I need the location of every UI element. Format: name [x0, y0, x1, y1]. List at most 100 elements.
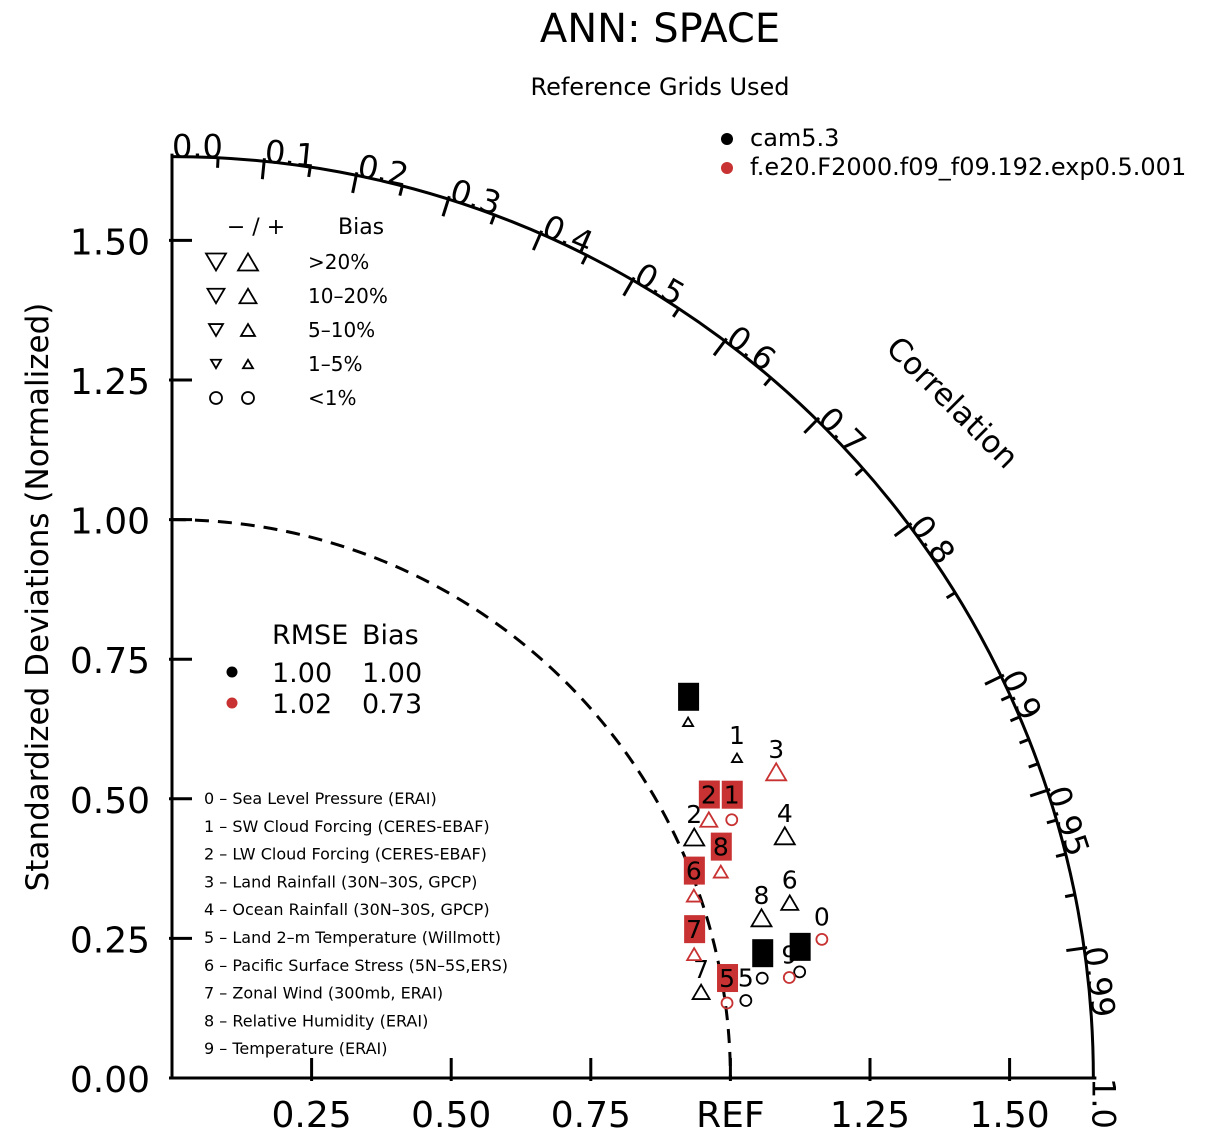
point-marker	[725, 813, 739, 827]
point-label: 9	[792, 933, 808, 962]
data-point: 7	[691, 955, 712, 1000]
correlation-tick-mark	[622, 276, 636, 297]
series-legend-label: cam5.3	[750, 124, 839, 152]
variable-list-item: 6 – Pacific Surface Stress (5N–5S,ERS)	[204, 956, 508, 975]
x-tick-label: 1.25	[830, 1095, 910, 1135]
point-label: 5	[738, 963, 754, 992]
correlation-tick-label: 0.9	[993, 664, 1049, 726]
data-point: 3	[678, 682, 700, 727]
bias-legend-down-triangle	[207, 323, 225, 338]
correlation-tick-mark	[893, 522, 913, 538]
bias-legend-row: 5–10%	[207, 318, 375, 342]
bias-legend-circle	[241, 391, 255, 405]
point-label-box	[789, 932, 811, 961]
x-tick-label: 0.75	[551, 1095, 631, 1135]
y-tick-label: 1.50	[70, 222, 150, 263]
correlation-tick-label: 0.99	[1075, 944, 1123, 1020]
y-tick-label: 0.75	[70, 641, 150, 682]
point-marker	[720, 996, 734, 1010]
correlation-tick-mark	[712, 337, 728, 357]
bias-legend-down-triangle	[209, 358, 223, 371]
point-label: 0	[754, 939, 770, 968]
correlation-minor-tick	[1000, 694, 1012, 702]
bias-legend-sign-header: − / +	[227, 215, 285, 240]
point-label: 7	[693, 955, 709, 984]
stats-legend-bias: 1.00	[362, 658, 422, 689]
data-point: 2	[698, 780, 720, 828]
data-point: 1	[721, 780, 743, 827]
correlation-tick-mark	[984, 673, 1005, 686]
correlation-minor-tick	[1009, 715, 1021, 723]
series-legend-marker	[721, 162, 733, 174]
correlation-minor-tick	[1019, 737, 1030, 745]
correlation-minor-tick	[307, 166, 312, 178]
point-marker	[712, 863, 730, 879]
point-label: 0	[814, 902, 830, 931]
point-marker	[764, 761, 788, 782]
x-tick-label: REF	[696, 1095, 764, 1135]
data-point: 9	[789, 932, 811, 979]
variable-list-item: 9 – Temperature (ERAI)	[204, 1039, 388, 1058]
data-point: 5	[738, 963, 754, 1007]
data-point: 8	[710, 832, 732, 879]
stats-legend-bias: 0.73	[362, 689, 422, 720]
series-legend: cam5.3f.e20.F2000.f09_f09.192.exp0.5.001	[721, 124, 1186, 181]
point-label-box	[678, 682, 700, 711]
correlation-tick-label: 0.3	[446, 171, 506, 223]
correlation-tick-label: 0.95	[1039, 781, 1097, 861]
correlation-minor-tick	[216, 157, 220, 168]
point-marker	[773, 825, 797, 846]
bias-legend-row: <1%	[209, 386, 357, 410]
series-legend-marker	[721, 133, 733, 145]
outer-arc	[171, 155, 1095, 1079]
variable-list-item: 5 – Land 2–m Temperature (Willmott)	[204, 928, 501, 947]
point-marker	[698, 810, 719, 828]
bias-legend-header: Bias	[338, 215, 384, 240]
point-marker	[749, 907, 774, 928]
stats-legend-rmse: 1.00	[272, 658, 332, 689]
correlation-tick-mark	[441, 195, 451, 217]
correlation-tick-mark	[351, 172, 359, 194]
point-label-box	[752, 939, 774, 968]
correlation-minor-tick	[489, 214, 496, 225]
variable-list-item: 1 – SW Cloud Forcing (CERES-EBAF)	[204, 817, 490, 836]
data-point: 0	[752, 939, 774, 985]
series-legend-label: f.e20.F2000.f09_f09.192.exp0.5.001	[750, 153, 1186, 181]
chart-frame	[170, 155, 1095, 1080]
correlation-tick-label: 0.6	[719, 318, 783, 379]
bias-legend-label: >20%	[308, 250, 369, 274]
point-label-box	[717, 964, 739, 993]
bias-legend-circle	[209, 391, 223, 405]
y-tick-label: 0.00	[70, 1060, 150, 1101]
point-label: 3	[680, 683, 696, 712]
y-tick-label: 0.25	[70, 920, 150, 961]
variable-list-item: 3 – Land Rainfall (30N–30S, GPCP)	[204, 872, 477, 891]
correlation-tick-label: 0.5	[628, 255, 691, 313]
variable-list: 0 – Sea Level Pressure (ERAI) 1 – SW Clou…	[204, 789, 508, 1058]
point-label-box	[721, 780, 743, 809]
data-point: 1	[729, 721, 745, 763]
point-marker	[685, 946, 703, 961]
correlation-minor-tick	[1028, 762, 1039, 769]
correlation-tick-label: 0.8	[902, 508, 963, 572]
data-point: 6	[779, 866, 800, 911]
bias-legend: − / + Bias >20% 10–20% 5–10% 1–5% <1%	[204, 215, 388, 410]
stats-legend-marker	[226, 697, 238, 709]
point-marker	[755, 971, 769, 985]
point-label: 4	[777, 799, 793, 828]
chart-subtitle: Reference Grids Used	[530, 73, 789, 101]
x-tick-label: 0.50	[411, 1095, 491, 1135]
point-label: 6	[686, 857, 702, 886]
correlation-minor-tick	[1046, 818, 1057, 825]
bias-legend-up-triangle	[241, 357, 255, 370]
correlation-tick-label: 1.0	[1084, 1078, 1122, 1129]
point-marker	[682, 826, 706, 847]
correlation-tick-label: 0.7	[811, 399, 874, 462]
point-marker	[681, 715, 695, 727]
bias-legend-up-triangle	[236, 251, 260, 272]
point-label-box	[710, 832, 732, 861]
point-marker	[691, 982, 712, 1000]
point-label-box	[698, 780, 720, 809]
